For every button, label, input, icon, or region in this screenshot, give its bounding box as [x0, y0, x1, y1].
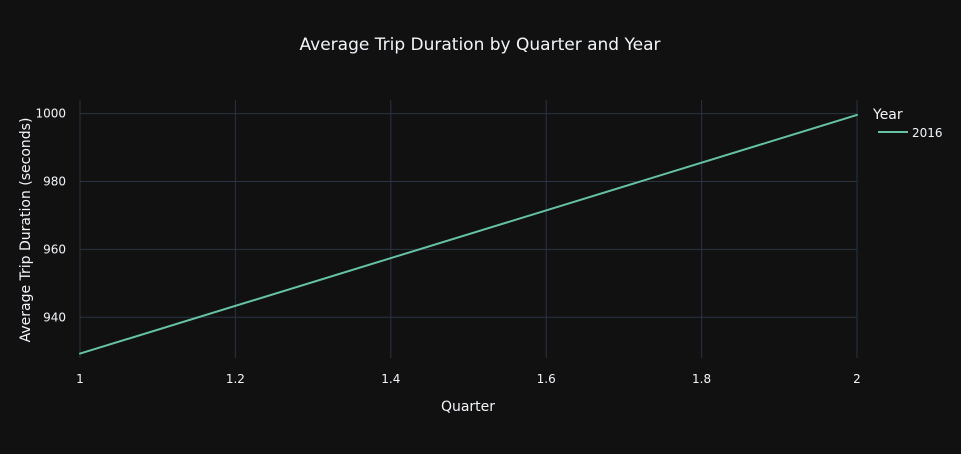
- x-axis-title: Quarter: [441, 399, 495, 415]
- x-tick-label: 2: [853, 372, 861, 386]
- y-axis-title: Average Trip Duration (seconds): [18, 118, 34, 343]
- series-line-2016: [79, 113, 858, 355]
- chart-title: Average Trip Duration by Quarter and Yea…: [300, 35, 661, 55]
- series-layer: [79, 113, 858, 355]
- y-axis-ticks: 940 960 980 1000: [35, 107, 66, 325]
- y-tick-label: 1000: [35, 107, 66, 121]
- y-tick-label: 980: [43, 174, 66, 188]
- grid: [79, 100, 858, 358]
- y-tick-label: 940: [43, 310, 66, 324]
- legend-item-label[interactable]: 2016: [912, 126, 943, 140]
- x-axis-ticks: 1 1.2 1.4 1.6 1.8 2: [76, 372, 861, 386]
- legend: Year 2016: [872, 107, 943, 140]
- x-tick-label: 1.4: [381, 372, 400, 386]
- y-tick-label: 960: [43, 242, 66, 256]
- x-tick-label: 1.8: [692, 372, 711, 386]
- legend-title: Year: [872, 107, 903, 123]
- x-tick-label: 1.6: [537, 372, 556, 386]
- legend-items: 2016: [878, 126, 943, 140]
- x-tick-label: 1.2: [226, 372, 245, 386]
- x-tick-label: 1: [76, 372, 84, 386]
